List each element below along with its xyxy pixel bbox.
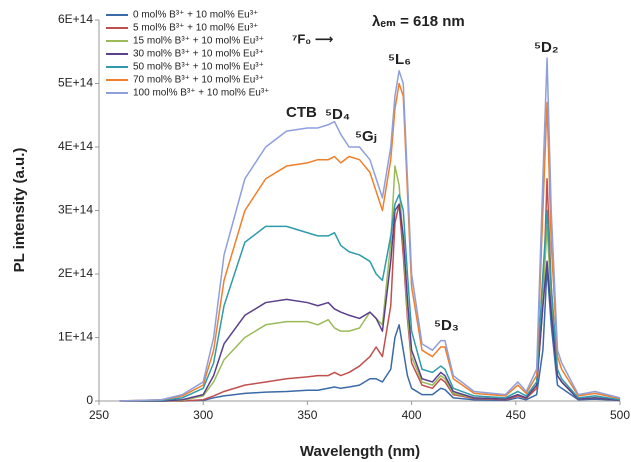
y-tick-label: 0 [86, 393, 93, 407]
series-line [119, 203, 621, 402]
series-line [119, 266, 621, 402]
annotation: ⁵D₂ [534, 39, 559, 56]
series-line [119, 57, 621, 402]
x-tick-label: 350 [297, 408, 317, 422]
y-tick-label: 3E+14 [58, 203, 93, 217]
x-tick-label: 250 [89, 408, 109, 422]
legend-label: 30 mol% B³⁺ + 10 mol% Eu³⁺ [133, 49, 264, 60]
x-axis-title: Wavelength (nm) [300, 443, 420, 460]
x-tick-label: 450 [506, 408, 526, 422]
x-tick-label: 300 [193, 408, 213, 422]
annotation: ⁵L₆ [388, 51, 411, 68]
y-tick-label: 4E+14 [58, 139, 93, 153]
y-axis-title: PL intensity (a.u.) [11, 148, 28, 273]
y-tick-label: 2E+14 [58, 266, 93, 280]
legend-label: 100 mol% B³⁺ + 10 mol% Eu³⁺ [133, 88, 269, 99]
y-tick-label: 6E+14 [58, 12, 93, 26]
series-line [119, 82, 621, 402]
x-tick-label: 400 [402, 408, 422, 422]
series-line [119, 193, 621, 402]
y-tick-label: 1E+14 [58, 330, 93, 344]
annotation: ⁵D₄ [325, 106, 350, 123]
legend-label: 70 mol% B³⁺ + 10 mol% Eu³⁺ [133, 75, 264, 86]
legend-label: 50 mol% B³⁺ + 10 mol% Eu³⁺ [133, 62, 264, 73]
y-tick-label: 5E+14 [58, 76, 93, 90]
legend-label: 15 mol% B³⁺ + 10 mol% Eu³⁺ [133, 36, 264, 47]
annotation: CTB [286, 104, 317, 121]
annotation: ⁵D₃ [434, 317, 459, 334]
legend-label: 0 mol% B³⁺ + 10 mol% Eu³⁺ [133, 10, 258, 21]
annotation: λₑₘ = 618 nm [372, 13, 465, 30]
x-tick-label: 500 [610, 408, 630, 422]
legend-label: 5 mol% B³⁺ + 10 mol% Eu³⁺ [133, 23, 258, 34]
annotation: ⁷F₀ ⟶ [292, 31, 333, 46]
annotation: ⁵Gⱼ [355, 128, 377, 145]
